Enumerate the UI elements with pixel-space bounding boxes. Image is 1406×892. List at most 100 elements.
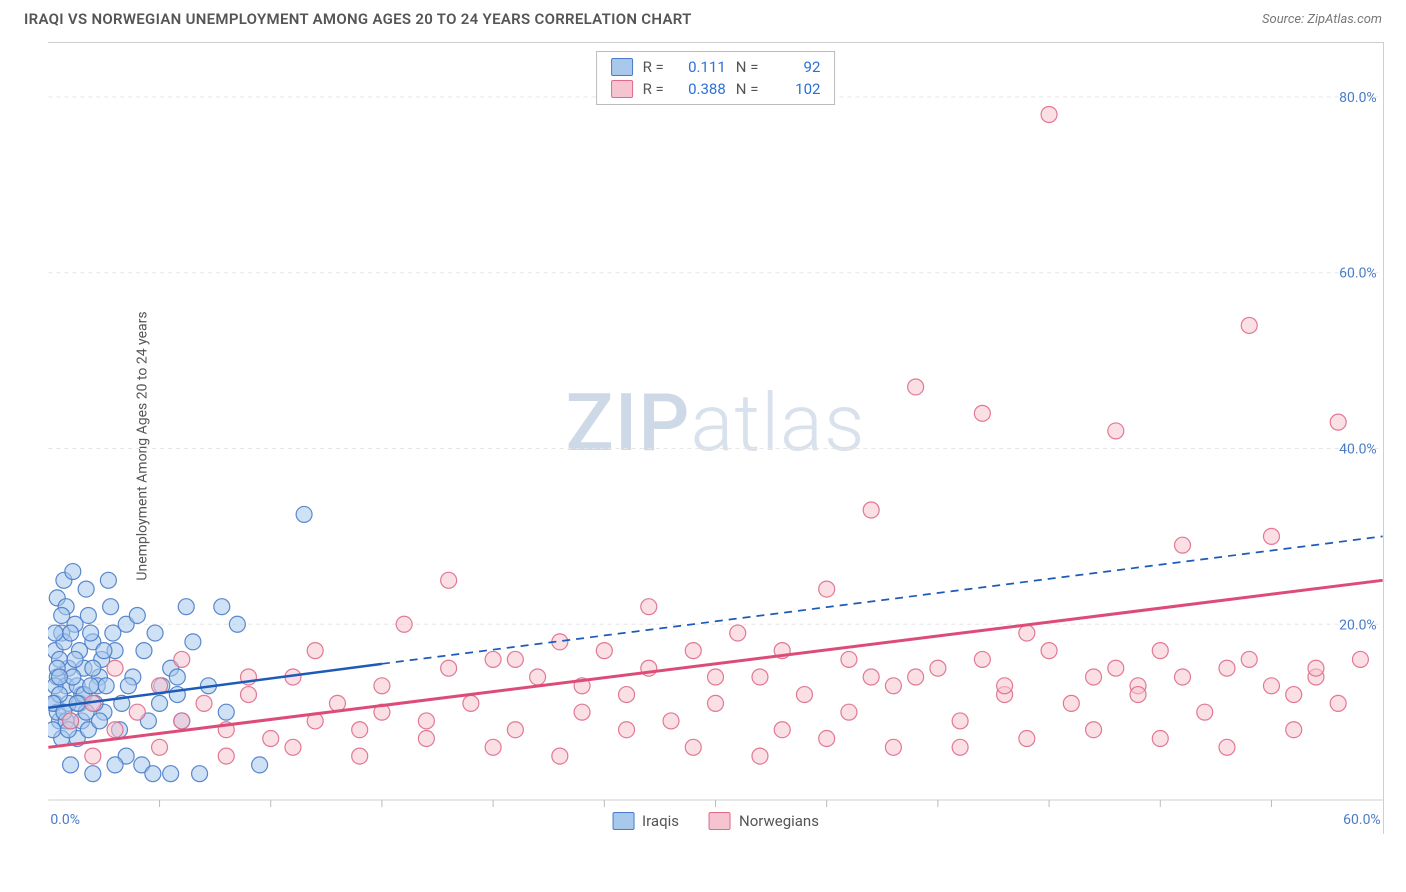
scatter-point (1041, 643, 1057, 659)
legend-item: Norwegians (709, 812, 819, 830)
correlation-legend-box: R =0.111N =92R =0.388N =102 (596, 51, 836, 105)
scatter-point (63, 713, 79, 729)
scatter-point (752, 748, 768, 764)
scatter-point (136, 643, 152, 659)
scatter-point (218, 704, 234, 720)
scatter-point (752, 669, 768, 685)
n-label: N = (736, 58, 759, 76)
scatter-point (1308, 660, 1324, 676)
scatter-point (1286, 722, 1302, 738)
legend-label: Iraqis (642, 812, 679, 830)
scatter-point (48, 625, 63, 641)
scatter-point (352, 748, 368, 764)
scatter-point (263, 731, 279, 747)
legend-label: Norwegians (739, 812, 819, 830)
scatter-point (1086, 669, 1102, 685)
scatter-point (63, 625, 79, 641)
scatter-point (145, 766, 161, 782)
scatter-point (1175, 669, 1191, 685)
scatter-point (65, 564, 81, 580)
scatter-point (708, 695, 724, 711)
scatter-point (1352, 651, 1368, 667)
scatter-point (1175, 537, 1191, 553)
scatter-point (997, 678, 1013, 694)
scatter-point (885, 678, 901, 694)
scatter-point (685, 739, 701, 755)
scatter-point (974, 405, 990, 421)
scatter-point (252, 757, 268, 773)
scatter-point (1152, 731, 1168, 747)
svg-text:80.0%: 80.0% (1339, 90, 1376, 106)
scatter-point (1219, 660, 1235, 676)
r-label: R = (643, 80, 664, 98)
svg-text:20.0%: 20.0% (1339, 617, 1376, 633)
scatter-point (152, 695, 168, 711)
scatter-point (1197, 704, 1213, 720)
scatter-point (841, 651, 857, 667)
scatter-point (485, 739, 501, 755)
chart-title: IRAQI VS NORWEGIAN UNEMPLOYMENT AMONG AG… (24, 10, 692, 28)
scatter-point (120, 678, 136, 694)
scatter-point (352, 722, 368, 738)
n-value: 92 (768, 58, 820, 76)
scatter-point (974, 651, 990, 667)
scatter-point (1286, 687, 1302, 703)
svg-text:60.0%: 60.0% (1343, 812, 1380, 828)
scatter-point (1130, 687, 1146, 703)
svg-text:40.0%: 40.0% (1339, 441, 1376, 457)
scatter-point (285, 739, 301, 755)
scatter-point (107, 722, 123, 738)
scatter-point (841, 704, 857, 720)
scatter-point (174, 651, 190, 667)
scatter-point (105, 625, 121, 641)
scatter-point (1241, 317, 1257, 333)
scatter-point (192, 766, 208, 782)
scatter-point (685, 643, 701, 659)
scatter-point (1019, 731, 1035, 747)
scatter-point (80, 607, 96, 623)
scatter-point (218, 748, 234, 764)
source-label: Source: ZipAtlas.com (1262, 12, 1382, 27)
scatter-point (78, 581, 94, 597)
scatter-point (92, 713, 108, 729)
r-label: R = (643, 58, 664, 76)
scatter-point (174, 713, 190, 729)
scatter-point (185, 634, 201, 650)
scatter-point (863, 502, 879, 518)
scatter-point (952, 713, 968, 729)
scatter-point (441, 572, 457, 588)
scatter-point (930, 660, 946, 676)
scatter-point (908, 669, 924, 685)
scatter-point (1019, 625, 1035, 641)
scatter-point (178, 599, 194, 615)
scatter-point (229, 616, 245, 632)
scatter-point (1263, 528, 1279, 544)
chart-area: ZIPatlas 20.0%40.0%60.0%80.0%0.0%60.0% R… (48, 42, 1384, 834)
scatter-point (100, 572, 116, 588)
scatter-point (1263, 678, 1279, 694)
scatter-point (1152, 643, 1168, 659)
scatter-point (214, 599, 230, 615)
scatter-point (530, 669, 546, 685)
scatter-point (152, 739, 168, 755)
header: IRAQI VS NORWEGIAN UNEMPLOYMENT AMONG AG… (0, 0, 1406, 36)
scatter-point (1330, 414, 1346, 430)
scatter-point (418, 731, 434, 747)
corr-row: R =0.388N =102 (611, 80, 821, 98)
scatter-point (129, 607, 145, 623)
scatter-point (1086, 722, 1102, 738)
scatter-point (819, 581, 835, 597)
scatter-point (147, 625, 163, 641)
scatter-point (169, 669, 185, 685)
scatter-point (85, 748, 101, 764)
scatter-point (1063, 695, 1079, 711)
scatter-point (296, 506, 312, 522)
scatter-point (83, 678, 99, 694)
scatter-point (85, 660, 101, 676)
scatter-point (1108, 423, 1124, 439)
svg-text:60.0%: 60.0% (1339, 266, 1376, 282)
scatter-point (418, 713, 434, 729)
scatter-point (374, 678, 390, 694)
series-swatch (611, 80, 633, 98)
scatter-plot-svg: 20.0%40.0%60.0%80.0%0.0%60.0% (48, 43, 1383, 834)
